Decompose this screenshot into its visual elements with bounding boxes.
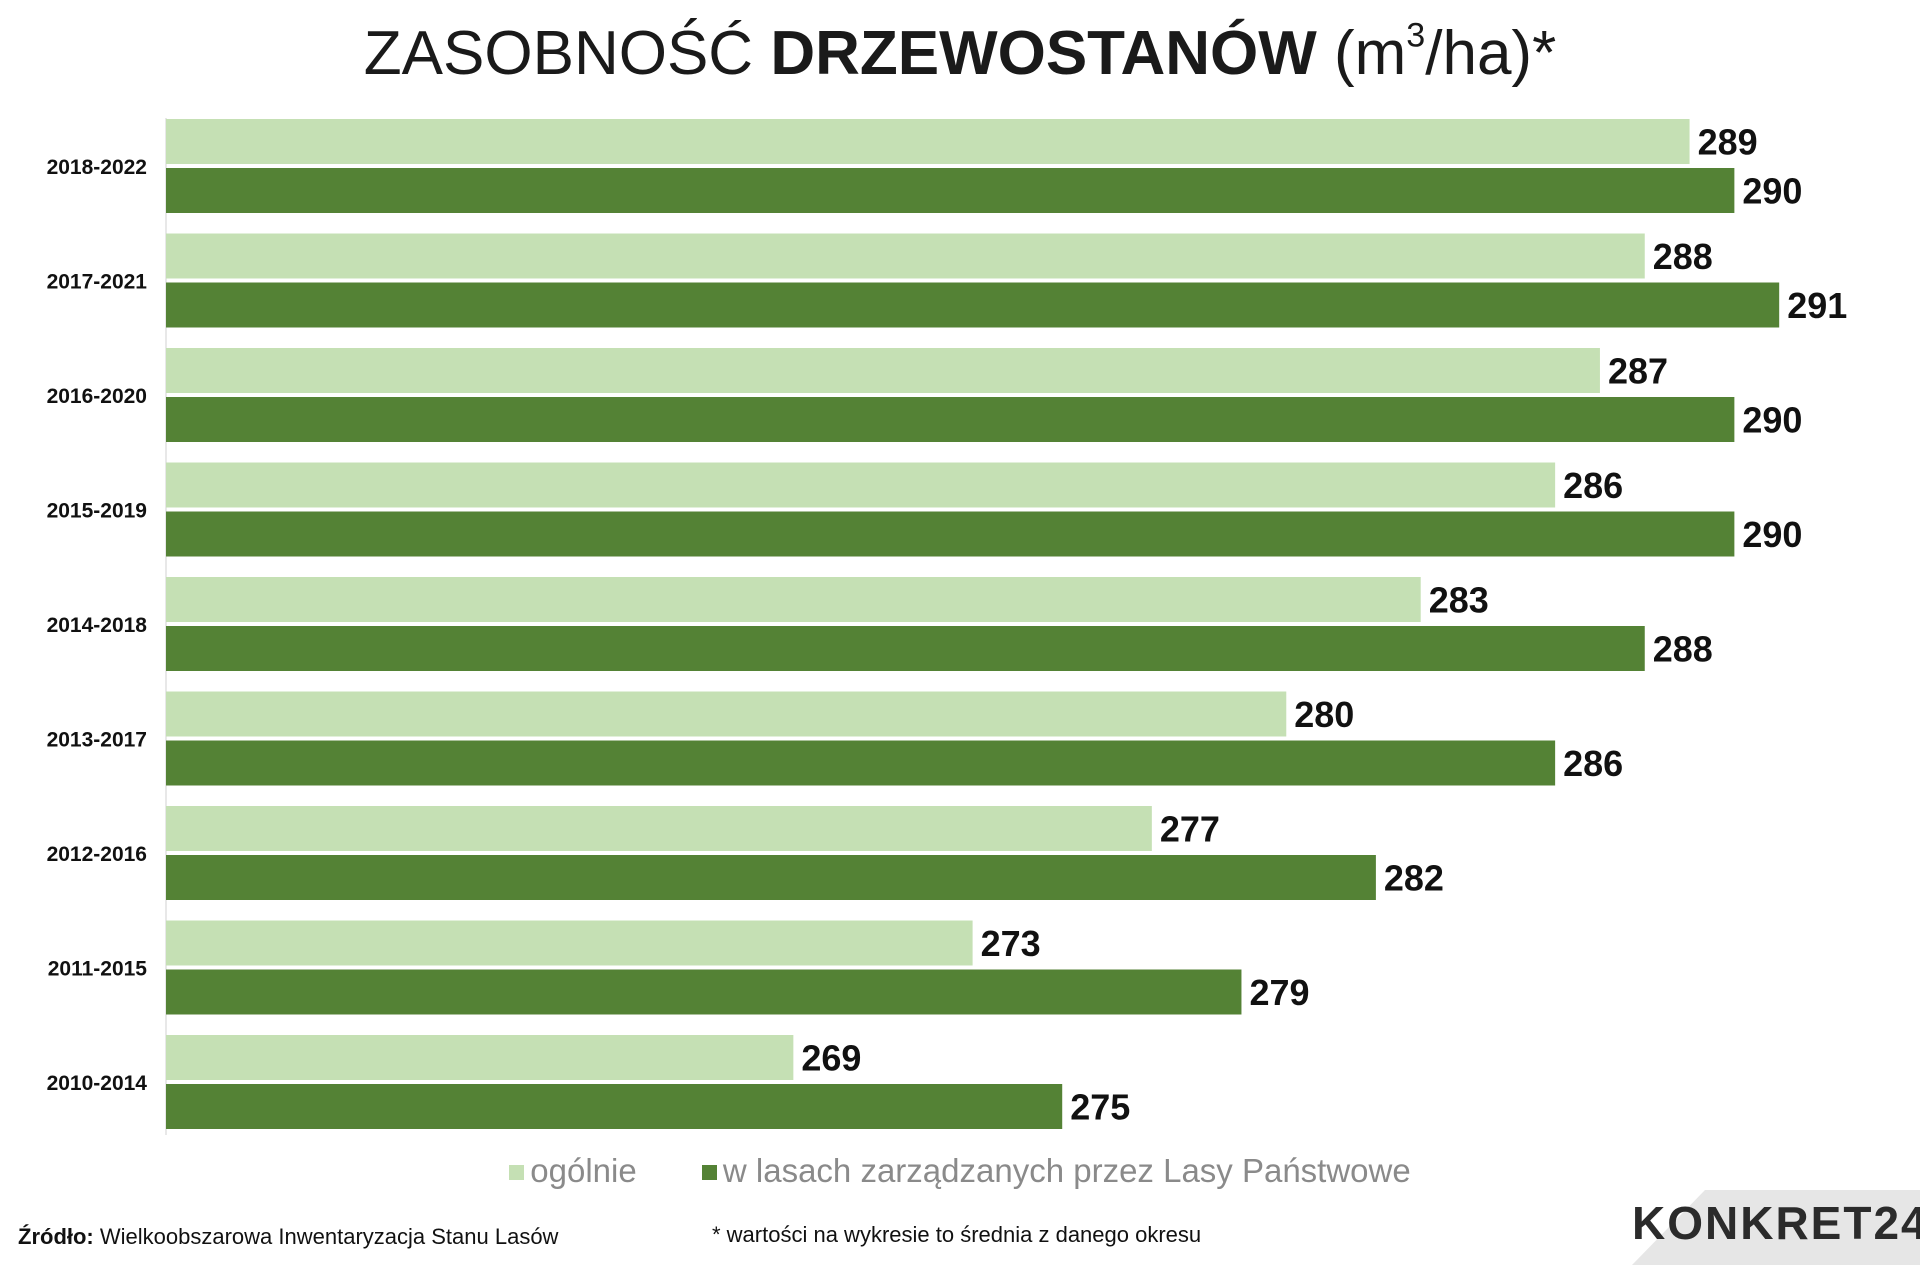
bar-value-label: 282 xyxy=(1384,858,1444,899)
bar-ogolnie xyxy=(166,119,1690,164)
bar-value-label: 269 xyxy=(801,1038,861,1079)
bar-value-label: 283 xyxy=(1429,580,1489,621)
bar-value-label: 291 xyxy=(1787,285,1847,326)
title-part-2: DRZEWOSTANÓW xyxy=(770,19,1317,88)
legend-swatch-light xyxy=(509,1165,525,1180)
bar-value-label: 290 xyxy=(1742,514,1802,555)
bar-lasy-panstwowe xyxy=(166,1084,1063,1129)
category-label: 2011-2015 xyxy=(48,958,148,981)
title-unit-prefix: (m xyxy=(1333,19,1407,88)
category-label: 2014-2018 xyxy=(47,614,148,637)
footnote: * wartości na wykresie to średnia z dane… xyxy=(712,1222,1202,1247)
brand-logo: KONKRET24 xyxy=(1632,1197,1920,1249)
bar-lasy-panstwowe xyxy=(166,511,1735,557)
bar-ogolnie xyxy=(166,1035,794,1080)
legend: ogólnie w lasach zarządzanych przez Lasy… xyxy=(0,1152,1920,1190)
bar-lasy-panstwowe xyxy=(166,168,1735,213)
bar-ogolnie xyxy=(166,806,1152,851)
bar-ogolnie xyxy=(166,348,1600,393)
bar-lasy-panstwowe xyxy=(166,626,1645,671)
bar-lasy-panstwowe xyxy=(166,397,1735,442)
title-unit: (m3/ha)* xyxy=(1334,19,1556,88)
category-label: 2017-2021 xyxy=(47,271,148,294)
category-label: 2013-2017 xyxy=(47,729,147,752)
legend-item-lasy-panstwowe: w lasach zarządzanych przez Lasy Państwo… xyxy=(701,1152,1411,1190)
category-label: 2018-2022 xyxy=(47,156,147,179)
bar-value-label: 288 xyxy=(1653,629,1713,670)
bar-value-label: 287 xyxy=(1608,351,1668,392)
title-unit-suffix: /ha)* xyxy=(1425,19,1557,88)
source-label: Źródło: xyxy=(18,1224,94,1249)
bars-group: 2018-2022 289 290 2017-2021 288 291 2016-2020 2… xyxy=(47,119,1847,1129)
title-part-1: ZASOBNOŚĆ xyxy=(363,19,754,88)
legend-label-ogolnie: ogólnie xyxy=(530,1152,637,1189)
bar-ogolnie xyxy=(166,691,1287,737)
bar-ogolnie xyxy=(166,233,1645,279)
bar-chart: 2018-2022 289 290 2017-2021 288 291 2016-2020 2… xyxy=(47,118,1847,1135)
bar-ogolnie xyxy=(166,577,1421,622)
bar-lasy-panstwowe xyxy=(166,282,1780,328)
legend-item-ogolnie: ogólnie xyxy=(509,1152,637,1190)
bar-ogolnie xyxy=(166,920,973,966)
bar-value-label: 273 xyxy=(981,923,1041,964)
bar-value-label: 288 xyxy=(1653,236,1713,277)
source-text: Wielkoobszarowa Inwentaryzacja Stanu Las… xyxy=(93,1224,559,1249)
bar-lasy-panstwowe xyxy=(166,969,1242,1015)
bar-value-label: 279 xyxy=(1249,972,1309,1013)
bar-value-label: 286 xyxy=(1563,465,1623,506)
bar-value-label: 275 xyxy=(1070,1087,1130,1128)
bar-value-label: 290 xyxy=(1742,171,1802,212)
chart-title: ZASOBNOŚĆ DRZEWOSTANÓW (m3/ha)* xyxy=(0,18,1920,89)
bar-value-label: 280 xyxy=(1294,694,1354,735)
bar-value-label: 290 xyxy=(1742,400,1802,441)
bar-value-label: 289 xyxy=(1698,122,1758,163)
title-unit-sup: 3 xyxy=(1406,16,1426,55)
category-label: 2012-2016 xyxy=(47,843,147,866)
brand-background-shape xyxy=(1632,1190,1920,1265)
bar-value-label: 277 xyxy=(1160,809,1220,850)
source-note: Źródło: Wielkoobszarowa Inwentaryzacja S… xyxy=(18,1224,558,1250)
legend-swatch-dark xyxy=(701,1165,717,1180)
bar-ogolnie xyxy=(166,462,1556,508)
bar-lasy-panstwowe xyxy=(166,740,1556,786)
bar-value-label: 286 xyxy=(1563,743,1623,784)
bar-lasy-panstwowe xyxy=(166,855,1376,900)
category-label: 2016-2020 xyxy=(47,385,147,408)
category-label: 2015-2019 xyxy=(47,500,147,523)
category-label: 2010-2014 xyxy=(47,1072,148,1095)
legend-label-lasy-panstwowe: w lasach zarządzanych przez Lasy Państwo… xyxy=(722,1152,1411,1189)
